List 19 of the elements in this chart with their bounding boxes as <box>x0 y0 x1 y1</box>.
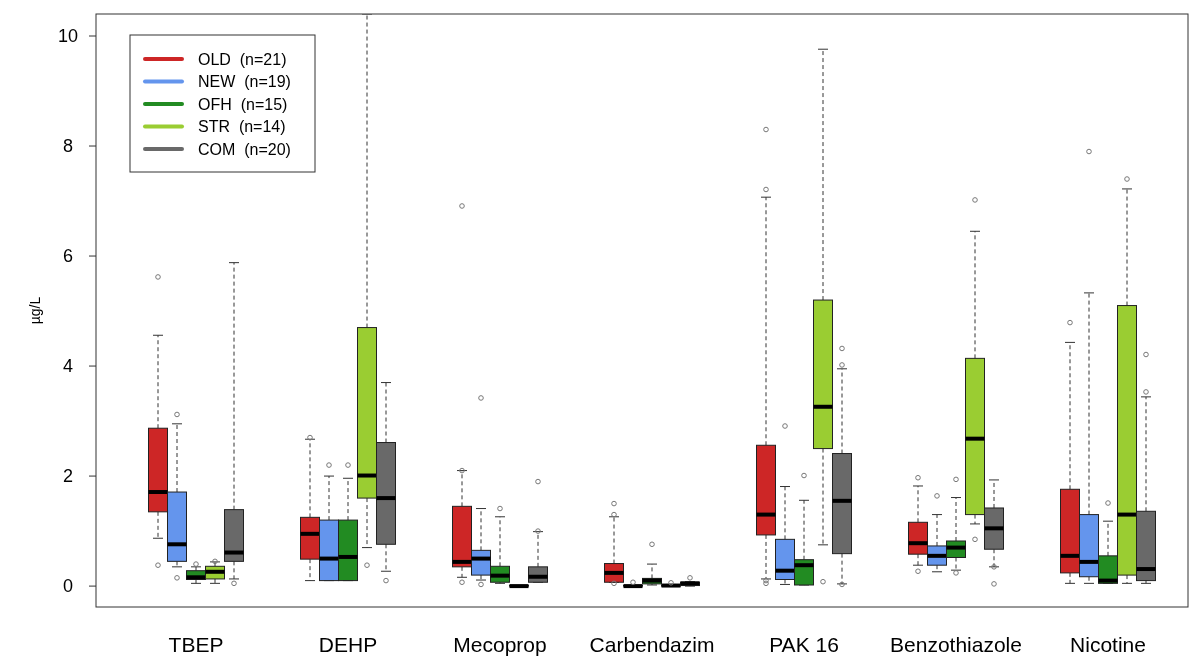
x-tick-label: PAK 16 <box>769 633 839 656</box>
x-tick-label: Nicotine <box>1070 633 1146 656</box>
y-axis-title: µg/L <box>27 296 43 325</box>
legend-label: COM (n=20) <box>198 140 291 158</box>
x-tick-label: Mecoprop <box>453 633 547 656</box>
legend-label: STR (n=14) <box>198 118 286 136</box>
y-tick-label: 0 <box>62 576 74 597</box>
x-tick-label: Carbendazim <box>589 633 715 656</box>
y-tick-label: 2 <box>62 466 74 487</box>
legend-label: NEW (n=19) <box>198 73 291 91</box>
x-tick-label: Benzothiazole <box>890 633 1022 656</box>
y-tick-label: 6 <box>62 246 74 267</box>
y-tick-label: 4 <box>62 356 74 377</box>
x-tick-label: TBEP <box>168 633 224 656</box>
y-tick-label: 8 <box>62 136 74 157</box>
x-tick-label: DEHP <box>318 633 378 656</box>
y-tick-label: 10 <box>57 26 79 47</box>
legend-label: OLD (n=21) <box>198 50 287 68</box>
legend-label: OFH (n=15) <box>198 95 288 113</box>
